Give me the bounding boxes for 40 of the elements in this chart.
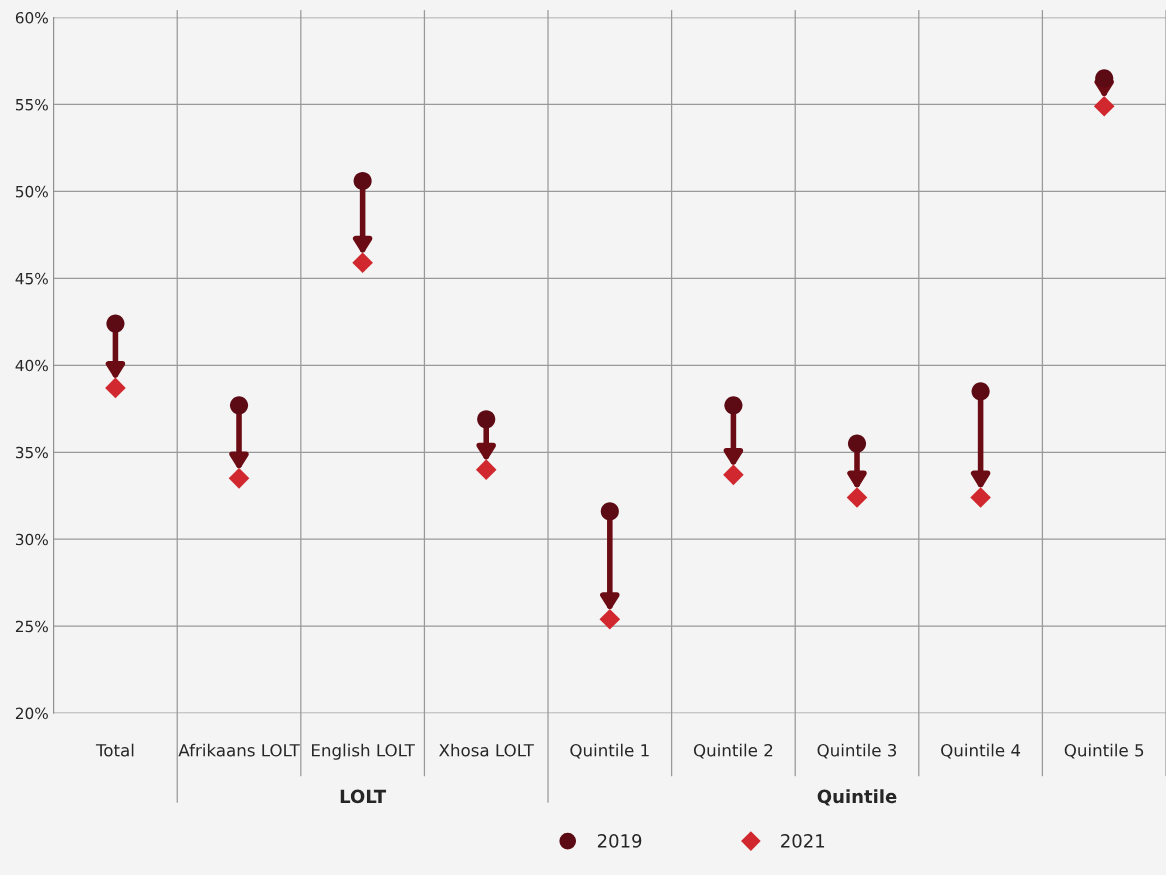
point <box>1095 69 1114 88</box>
point <box>600 502 619 521</box>
point <box>847 434 867 453</box>
x-tick-label: Quintile 5 <box>1064 743 1144 759</box>
y-tick-label: 55% <box>16 98 48 111</box>
point <box>352 252 373 274</box>
y-tick-label: 60% <box>15 11 48 24</box>
y-tick-label: 20% <box>15 707 48 720</box>
point <box>971 382 990 401</box>
y-tick-label: 30% <box>15 533 48 546</box>
x-tick-label: Xhosa LOLT <box>439 743 534 757</box>
x-tick-label: Quintile 2 <box>693 743 773 759</box>
x-tick-label: Afrikaans LOLT <box>178 743 300 757</box>
y-tick-label: 45% <box>15 272 48 285</box>
x-tick-label: Total <box>95 743 134 757</box>
point <box>724 396 743 415</box>
point <box>228 468 250 489</box>
text: LOLT <box>340 789 387 804</box>
point <box>723 464 744 486</box>
legend-label: 2021 <box>781 834 825 848</box>
x-tick-label: English LOLT <box>312 743 415 760</box>
point <box>353 171 372 191</box>
point <box>970 487 991 508</box>
point <box>846 487 868 508</box>
point <box>599 608 621 630</box>
point <box>229 396 249 415</box>
point <box>106 314 125 333</box>
y-tick-label: 25% <box>15 620 48 633</box>
legend-label: 2019 <box>597 834 642 848</box>
y-tick-label: 35% <box>15 446 48 459</box>
y-tick-label: 40% <box>15 359 48 372</box>
x-tick-label: Quintile 4 <box>941 743 1021 759</box>
point <box>477 410 496 429</box>
x-tick-label: Quintile 1 <box>570 743 649 759</box>
x-tick-label: Quintile 3 <box>817 743 897 759</box>
text: Quintile <box>817 789 897 806</box>
y-tick-label: 50% <box>16 185 48 198</box>
point <box>475 459 497 480</box>
point <box>1093 95 1115 117</box>
point <box>105 377 126 399</box>
